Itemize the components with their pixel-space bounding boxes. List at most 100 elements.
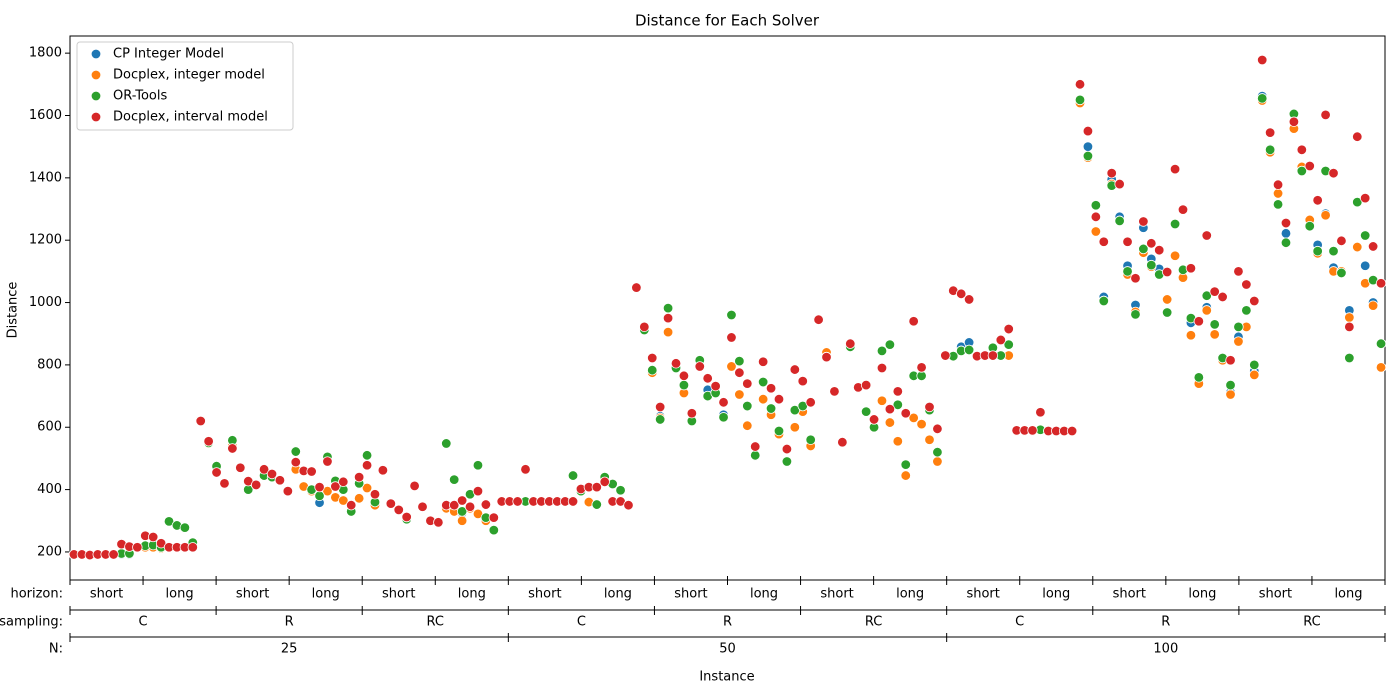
point	[1280, 217, 1292, 229]
legend-label: Docplex, interval model	[113, 110, 268, 125]
point	[266, 468, 278, 480]
point	[132, 542, 143, 553]
point	[845, 338, 856, 349]
point	[1328, 245, 1339, 257]
point	[654, 401, 666, 413]
x-axis-label: Instance	[699, 670, 754, 685]
point	[1336, 235, 1347, 247]
point	[742, 420, 753, 431]
point	[274, 475, 286, 486]
point	[623, 499, 634, 511]
x-level-label: long	[1042, 587, 1070, 602]
point	[1074, 94, 1086, 106]
point	[314, 490, 325, 502]
point	[765, 403, 777, 414]
point	[718, 397, 729, 408]
point	[338, 476, 349, 487]
point	[662, 326, 674, 338]
point	[821, 351, 832, 363]
point	[1249, 369, 1260, 381]
point	[892, 436, 904, 447]
point	[1177, 204, 1189, 215]
point	[1225, 355, 1236, 366]
point	[1359, 260, 1371, 271]
legend: CP Integer Model Docplex, integer model OR…	[76, 41, 294, 131]
point	[908, 316, 919, 327]
x-level-label: long	[458, 587, 486, 602]
point	[211, 467, 222, 478]
x-level-label: long	[750, 587, 778, 602]
x-level-label: short	[966, 587, 999, 602]
legend-marker	[90, 90, 102, 102]
point	[1233, 266, 1244, 277]
x-level-label: 50	[719, 642, 736, 657]
x-level-label: long	[896, 587, 924, 602]
point	[1082, 125, 1094, 137]
point	[694, 361, 705, 372]
point	[1209, 286, 1220, 297]
point	[1035, 407, 1046, 418]
point	[147, 531, 159, 543]
point	[1217, 291, 1228, 303]
point	[963, 294, 975, 305]
x-level-label: C	[139, 615, 148, 630]
point	[647, 364, 658, 376]
point	[631, 282, 642, 293]
x-level-label: R	[285, 615, 294, 630]
point	[1280, 237, 1292, 248]
point	[488, 524, 500, 536]
point	[227, 443, 238, 454]
point	[1138, 216, 1149, 227]
point	[900, 408, 911, 419]
point	[1344, 352, 1355, 364]
point	[940, 350, 951, 361]
point	[1066, 425, 1078, 437]
point	[282, 485, 294, 497]
x-level-label: 100	[1153, 642, 1178, 657]
point	[900, 470, 911, 481]
point	[1201, 230, 1212, 241]
point	[1320, 210, 1331, 221]
point	[1272, 188, 1284, 199]
point	[860, 406, 872, 417]
point	[409, 480, 420, 492]
x-level-label: short	[382, 587, 415, 602]
x-level-label: short	[674, 587, 707, 602]
point	[219, 478, 230, 489]
point	[591, 499, 602, 510]
y-tick-label: 800	[37, 357, 62, 372]
point	[290, 456, 301, 468]
point	[1375, 338, 1387, 349]
point	[932, 423, 943, 435]
point	[330, 481, 341, 492]
point	[686, 408, 698, 419]
legend-marker	[90, 69, 102, 81]
point	[995, 334, 1006, 346]
x-level-label: long	[1188, 587, 1216, 602]
point	[805, 434, 816, 445]
point	[932, 446, 943, 458]
point	[868, 414, 880, 425]
point	[195, 415, 206, 427]
x-level-label: 25	[281, 642, 298, 657]
x-level-label: long	[1334, 587, 1362, 602]
x-level-name: sampling:	[0, 615, 63, 630]
x-level-label: R	[1161, 615, 1170, 630]
point	[1241, 279, 1252, 290]
point	[963, 344, 975, 356]
point	[765, 383, 777, 394]
y-tick-label: 1200	[29, 233, 62, 248]
point	[1169, 250, 1181, 261]
point	[916, 418, 927, 430]
legend-label: OR-Tools	[113, 89, 167, 104]
point	[932, 456, 943, 467]
point	[1288, 116, 1300, 127]
x-level-label: long	[312, 587, 340, 602]
point	[1122, 236, 1133, 247]
point	[615, 485, 626, 496]
point	[314, 481, 325, 493]
point	[1193, 372, 1205, 383]
point	[1090, 226, 1102, 237]
point	[1003, 339, 1014, 350]
point	[1074, 79, 1086, 90]
